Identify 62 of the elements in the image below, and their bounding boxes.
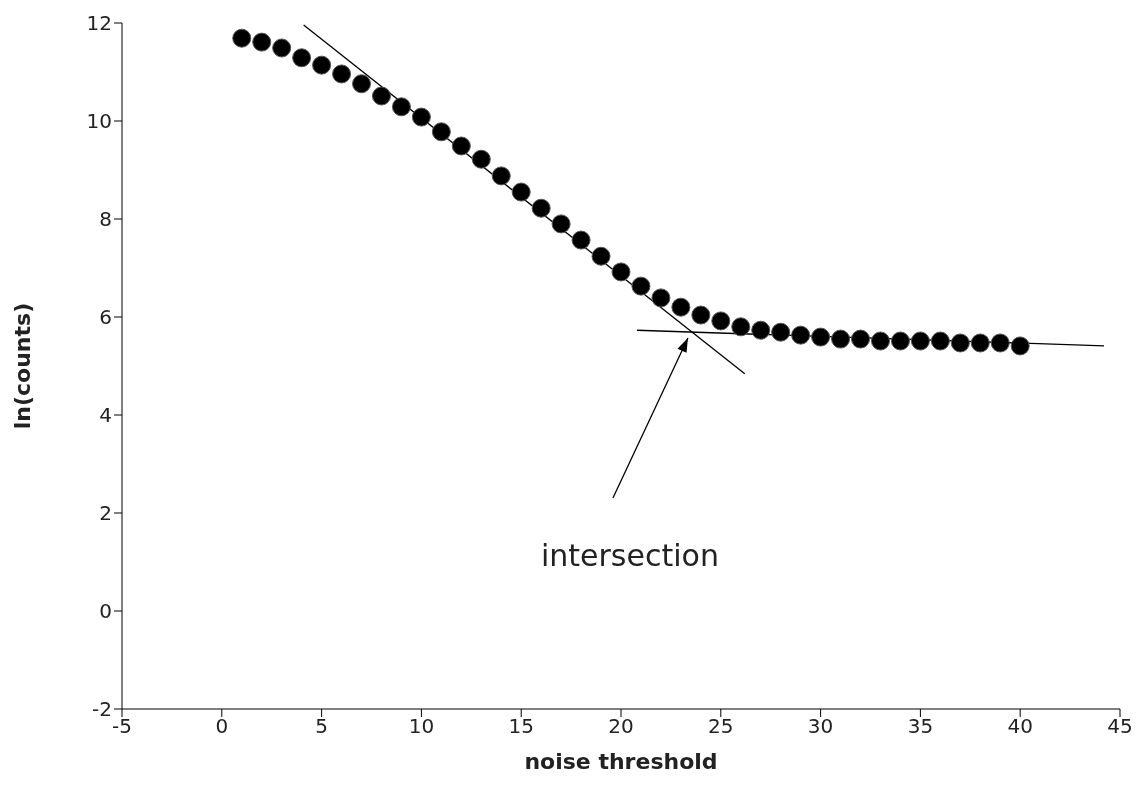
- point: [391, 97, 411, 117]
- x-tick-label: 45: [1107, 714, 1133, 739]
- annotation: intersection: [540, 538, 719, 574]
- y-tick-label: 2: [99, 501, 112, 526]
- point: [591, 246, 611, 266]
- point: [910, 331, 930, 351]
- point: [950, 333, 970, 353]
- point: [791, 325, 811, 345]
- point: [431, 122, 451, 142]
- point: [451, 136, 471, 156]
- point: [232, 28, 252, 48]
- point: [990, 333, 1010, 353]
- point: [671, 297, 691, 317]
- point: [352, 74, 372, 94]
- point: [651, 288, 671, 308]
- point: [292, 48, 312, 68]
- point: [1010, 336, 1030, 356]
- x-tick-label: 0: [215, 714, 229, 739]
- y-tick-label: 6: [99, 305, 112, 330]
- x-tick-label: 15: [508, 714, 534, 739]
- x-tick-label: 25: [708, 714, 734, 739]
- point: [771, 322, 791, 342]
- y-tick-label: -2: [92, 697, 112, 722]
- point: [511, 182, 531, 202]
- point: [471, 149, 491, 169]
- point: [851, 329, 871, 349]
- x-tick-label: 35: [907, 714, 934, 739]
- x-axis-title: noise threshold: [524, 749, 718, 774]
- point: [831, 329, 851, 349]
- x-tick-label: 5: [315, 714, 328, 739]
- y-tick-label: 10: [86, 109, 112, 134]
- point: [731, 317, 751, 337]
- point: [571, 230, 591, 250]
- point: [711, 311, 731, 331]
- x-tick-label: -5: [112, 714, 132, 739]
- point: [751, 320, 771, 340]
- point: [890, 331, 910, 351]
- point: [631, 276, 651, 296]
- point: [930, 331, 950, 351]
- point: [332, 64, 352, 84]
- y-tick-label: 12: [86, 11, 112, 36]
- y-axis-title: ln(counts): [9, 302, 35, 430]
- x-tick-label: 10: [408, 714, 435, 739]
- y-tick-label: 4: [99, 403, 112, 428]
- y-tick-label: 0: [99, 599, 112, 624]
- point: [970, 333, 990, 353]
- point: [252, 32, 272, 52]
- x-tick-label: 40: [1007, 714, 1033, 739]
- y-tick-label: 8: [99, 207, 112, 232]
- x-tick-label: 30: [807, 714, 834, 739]
- point: [371, 86, 391, 106]
- point: [411, 107, 431, 127]
- point: [691, 305, 711, 325]
- point: [272, 38, 292, 58]
- point: [611, 262, 631, 282]
- point: [491, 166, 511, 186]
- point: [531, 198, 551, 218]
- x-tick-label: 20: [608, 714, 634, 739]
- point: [312, 55, 332, 75]
- point: [811, 327, 831, 347]
- point: [870, 331, 890, 351]
- point: [551, 214, 571, 234]
